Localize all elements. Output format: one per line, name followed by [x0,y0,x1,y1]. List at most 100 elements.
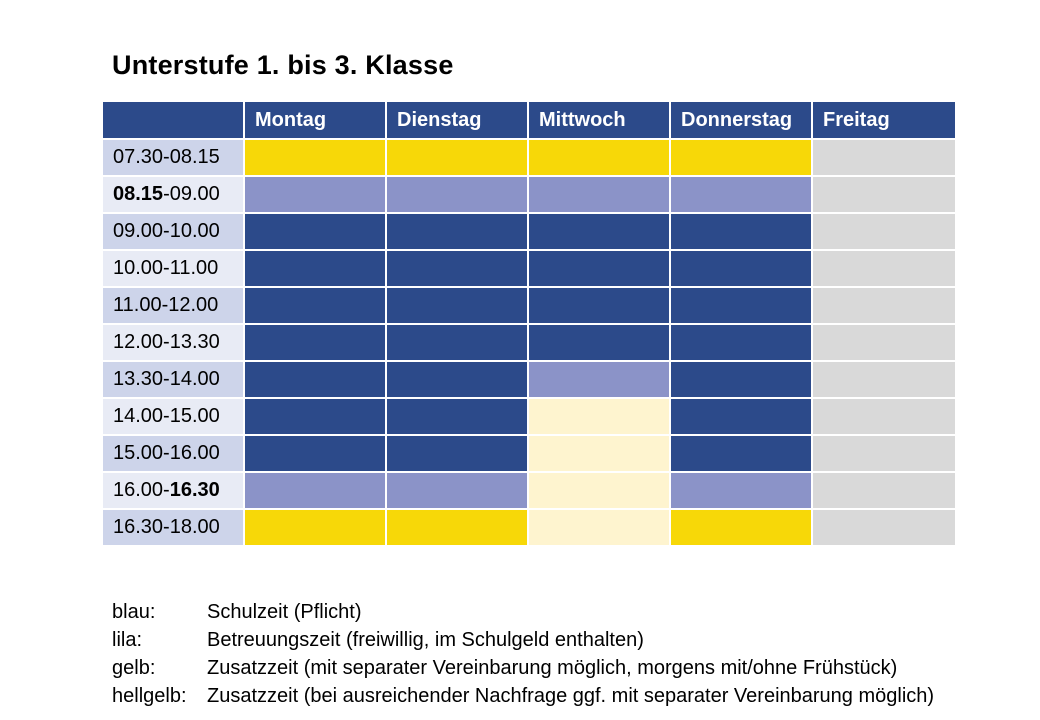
schedule-cell-donnerstag [669,249,813,288]
schedule-cell-montag [243,323,387,362]
table-row: 11.00-12.00 [101,286,957,325]
table-row: 09.00-10.00 [101,212,957,251]
schedule-cell-montag [243,471,387,510]
schedule-cell-freitag [811,434,957,473]
schedule-cell-montag [243,360,387,399]
time-part-bold: 16.30 [169,479,220,501]
schedule-cell-freitag [811,286,957,325]
schedule-cell-mittwoch [527,249,671,288]
time-part: 14.00-15.00 [113,405,220,427]
schedule-cell-dienstag [385,508,529,547]
legend-item-gelb: gelb: Zusatzzeit (mit separater Vereinba… [112,654,934,682]
schedule-cell-montag [243,286,387,325]
schedule-cell-montag [243,138,387,177]
time-part: 12.00-13.30 [113,331,220,353]
schedule-cell-montag [243,212,387,251]
schedule-cell-dienstag [385,360,529,399]
schedule-body: 07.30-08.15 08.15-09.00 09.00-10.00 10.00-1… [101,138,957,547]
time-slot-label: 13.30-14.00 [101,360,245,399]
table-row: 08.15-09.00 [101,175,957,214]
legend-key: gelb: [112,657,156,679]
schedule-cell-dienstag [385,138,529,177]
schedule-cell-mittwoch [527,434,671,473]
schedule-cell-montag [243,434,387,473]
schedule-cell-freitag [811,360,957,399]
legend-item-hellgelb: hellgelb: Zusatzzeit (bei ausreichender … [112,682,934,710]
table-row: 14.00-15.00 [101,397,957,436]
legend-item-lila: lila: Betreuungszeit (freiwillig, im Sch… [112,626,934,654]
time-slot-label: 08.15-09.00 [101,175,245,214]
legend-text: Schulzeit (Pflicht) [207,601,362,623]
schedule-cell-freitag [811,175,957,214]
schedule-cell-donnerstag [669,138,813,177]
schedule-cell-donnerstag [669,397,813,436]
time-slot-label: 12.00-13.30 [101,323,245,362]
time-slot-label: 15.00-16.00 [101,434,245,473]
schedule-cell-donnerstag [669,434,813,473]
time-part: 07.30-08.15 [113,146,220,168]
schedule-cell-mittwoch [527,323,671,362]
table-row: 16.00-16.30 [101,471,957,510]
schedule-cell-dienstag [385,434,529,473]
time-slot-label: 09.00-10.00 [101,212,245,251]
schedule-cell-montag [243,175,387,214]
schedule-cell-montag [243,249,387,288]
time-part: 16.30-18.00 [113,516,220,538]
schedule-cell-montag [243,397,387,436]
time-part: 10.00-11.00 [113,257,219,279]
header-corner [101,100,245,140]
legend-key: hellgelb: [112,685,187,707]
time-part: 15.00-16.00 [113,442,220,464]
header-row: Montag Dienstag Mittwoch Donnerstag Frei… [101,100,957,140]
header-day-donnerstag: Donnerstag [669,100,813,140]
schedule-cell-mittwoch [527,397,671,436]
schedule-cell-dienstag [385,323,529,362]
time-slot-label: 10.00-11.00 [101,249,245,288]
schedule-cell-donnerstag [669,286,813,325]
legend-item-blau: blau: Schulzeit (Pflicht) [112,598,934,626]
time-part: 09.00-10.00 [113,220,220,242]
table-row: 13.30-14.00 [101,360,957,399]
legend-key: lila: [112,629,143,651]
schedule-cell-dienstag [385,286,529,325]
schedule-cell-freitag [811,323,957,362]
schedule-cell-donnerstag [669,175,813,214]
header-day-dienstag: Dienstag [385,100,529,140]
schedule-cell-mittwoch [527,508,671,547]
schedule-cell-freitag [811,508,957,547]
time-slot-label: 14.00-15.00 [101,397,245,436]
legend-text: Zusatzzeit (bei ausreichender Nachfrage … [207,685,935,707]
schedule-cell-donnerstag [669,508,813,547]
table-row: 10.00-11.00 [101,249,957,288]
legend-text: Zusatzzeit (mit separater Vereinbarung m… [207,657,898,679]
schedule-cell-dienstag [385,175,529,214]
table-row: 12.00-13.30 [101,323,957,362]
header-day-montag: Montag [243,100,387,140]
legend: blau: Schulzeit (Pflicht) lila: Betreuun… [112,598,934,710]
schedule-table: Montag Dienstag Mittwoch Donnerstag Frei… [101,100,957,547]
table-row: 15.00-16.00 [101,434,957,473]
schedule-cell-mittwoch [527,175,671,214]
schedule-cell-dienstag [385,249,529,288]
legend-key: blau: [112,601,156,623]
schedule-cell-donnerstag [669,323,813,362]
schedule-cell-mittwoch [527,212,671,251]
time-part: 13.30-14.00 [113,368,220,390]
time-slot-label: 07.30-08.15 [101,138,245,177]
schedule-cell-freitag [811,138,957,177]
table-row: 16.30-18.00 [101,508,957,547]
header-day-freitag: Freitag [811,100,957,140]
time-part-bold: 08.15 [113,183,164,205]
schedule-cell-mittwoch [527,471,671,510]
schedule-cell-freitag [811,249,957,288]
schedule-cell-freitag [811,471,957,510]
table-row: 07.30-08.15 [101,138,957,177]
time-slot-label: 11.00-12.00 [101,286,245,325]
schedule-cell-freitag [811,212,957,251]
time-part: 11.00-12.00 [113,294,219,316]
page-title: Unterstufe 1. bis 3. Klasse [112,50,454,80]
schedule-cell-dienstag [385,471,529,510]
schedule-cell-donnerstag [669,360,813,399]
schedule-cell-mittwoch [527,360,671,399]
time-part: -09.00 [163,183,220,205]
